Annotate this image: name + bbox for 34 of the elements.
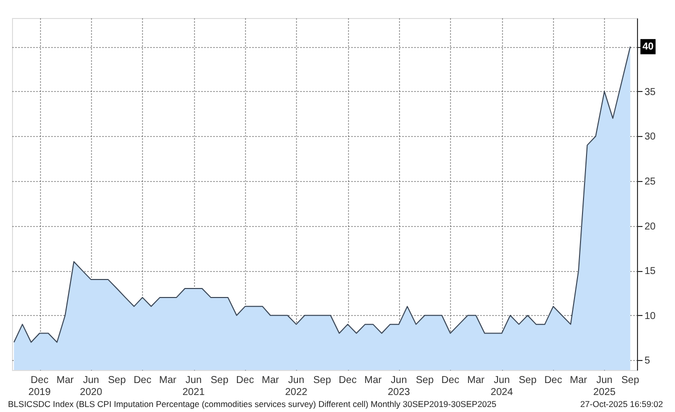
- x-tick-label: Dec 2019: [28, 375, 52, 398]
- x-tick-label: Dec: [441, 375, 460, 386]
- x-tick-label: Jun 2025: [593, 375, 616, 398]
- y-tick-label: 35: [644, 86, 656, 98]
- text: BLSICSDC Index (BLS CPI Imputation Percentage (commodities services survey) Different cell) Monthly 30SEP2019-30SEP2025: [8, 399, 497, 409]
- x-tick-label: Mar: [570, 375, 588, 386]
- y-tick-label: 10: [644, 310, 656, 322]
- y-tick-label: 5: [644, 356, 650, 367]
- x-tick-label: Sep: [210, 375, 229, 386]
- x-tick-label: Mar: [364, 375, 382, 386]
- x-tick-label: Mar: [467, 375, 486, 386]
- x-tick-label: Sep: [621, 375, 640, 386]
- x-tick-label: Jun 2021: [182, 375, 206, 398]
- x-tick-label: Dec: [338, 375, 357, 386]
- y-tick-label: 25: [644, 176, 656, 188]
- y-tick-label: 40: [642, 42, 654, 53]
- x-tick-label: Dec: [134, 375, 152, 386]
- x-tick-label: Jun 2023: [388, 375, 410, 398]
- y-tick-label: 15: [644, 266, 656, 278]
- x-tick-label: Mar: [56, 375, 74, 386]
- x-tick-label: Mar: [262, 375, 280, 386]
- x-tick-label: Sep: [313, 375, 332, 386]
- y-tick-label: 20: [644, 221, 656, 232]
- x-tick-label: Sep: [518, 375, 537, 386]
- text: 27-Oct-2025 16:59:02: [580, 399, 664, 409]
- x-tick-label: Dec: [544, 375, 562, 386]
- x-tick-label: Sep: [416, 375, 434, 386]
- x-tick-label: Jun 2022: [285, 375, 308, 398]
- x-tick-label: Jun 2024: [490, 375, 514, 398]
- y-tick-label: 30: [644, 132, 656, 143]
- x-tick-label: Jun 2020: [80, 375, 103, 398]
- x-tick-label: Mar: [159, 375, 178, 386]
- x-tick-label: Sep: [108, 375, 126, 386]
- x-tick-label: Dec: [236, 375, 254, 386]
